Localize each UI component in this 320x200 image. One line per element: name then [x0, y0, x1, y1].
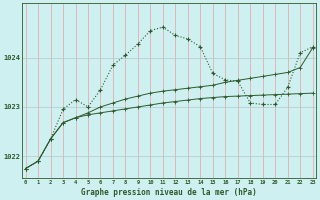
X-axis label: Graphe pression niveau de la mer (hPa): Graphe pression niveau de la mer (hPa) — [81, 188, 257, 197]
